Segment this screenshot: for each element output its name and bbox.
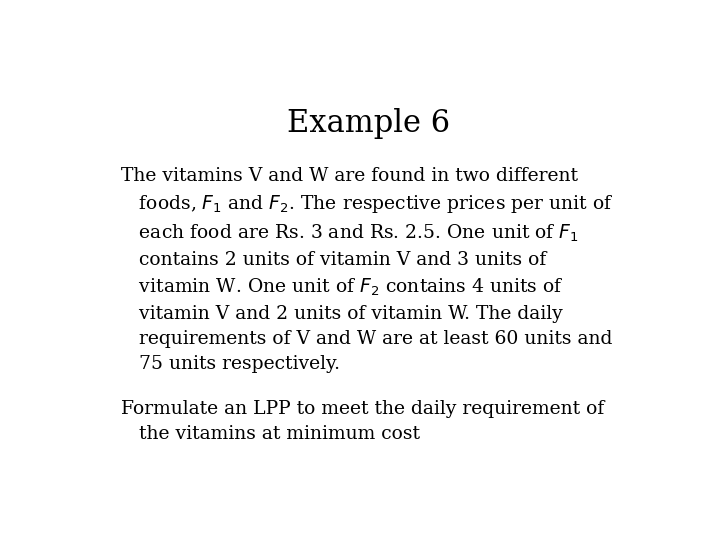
Text: Formulate an LPP to meet the daily requirement of
   the vitamins at minimum cos: Formulate an LPP to meet the daily requi…: [121, 400, 604, 442]
Text: Example 6: Example 6: [287, 109, 451, 139]
Text: The vitamins V and W are found in two different
   foods, $F_1$ and $F_2$. The r: The vitamins V and W are found in two di…: [121, 167, 613, 373]
